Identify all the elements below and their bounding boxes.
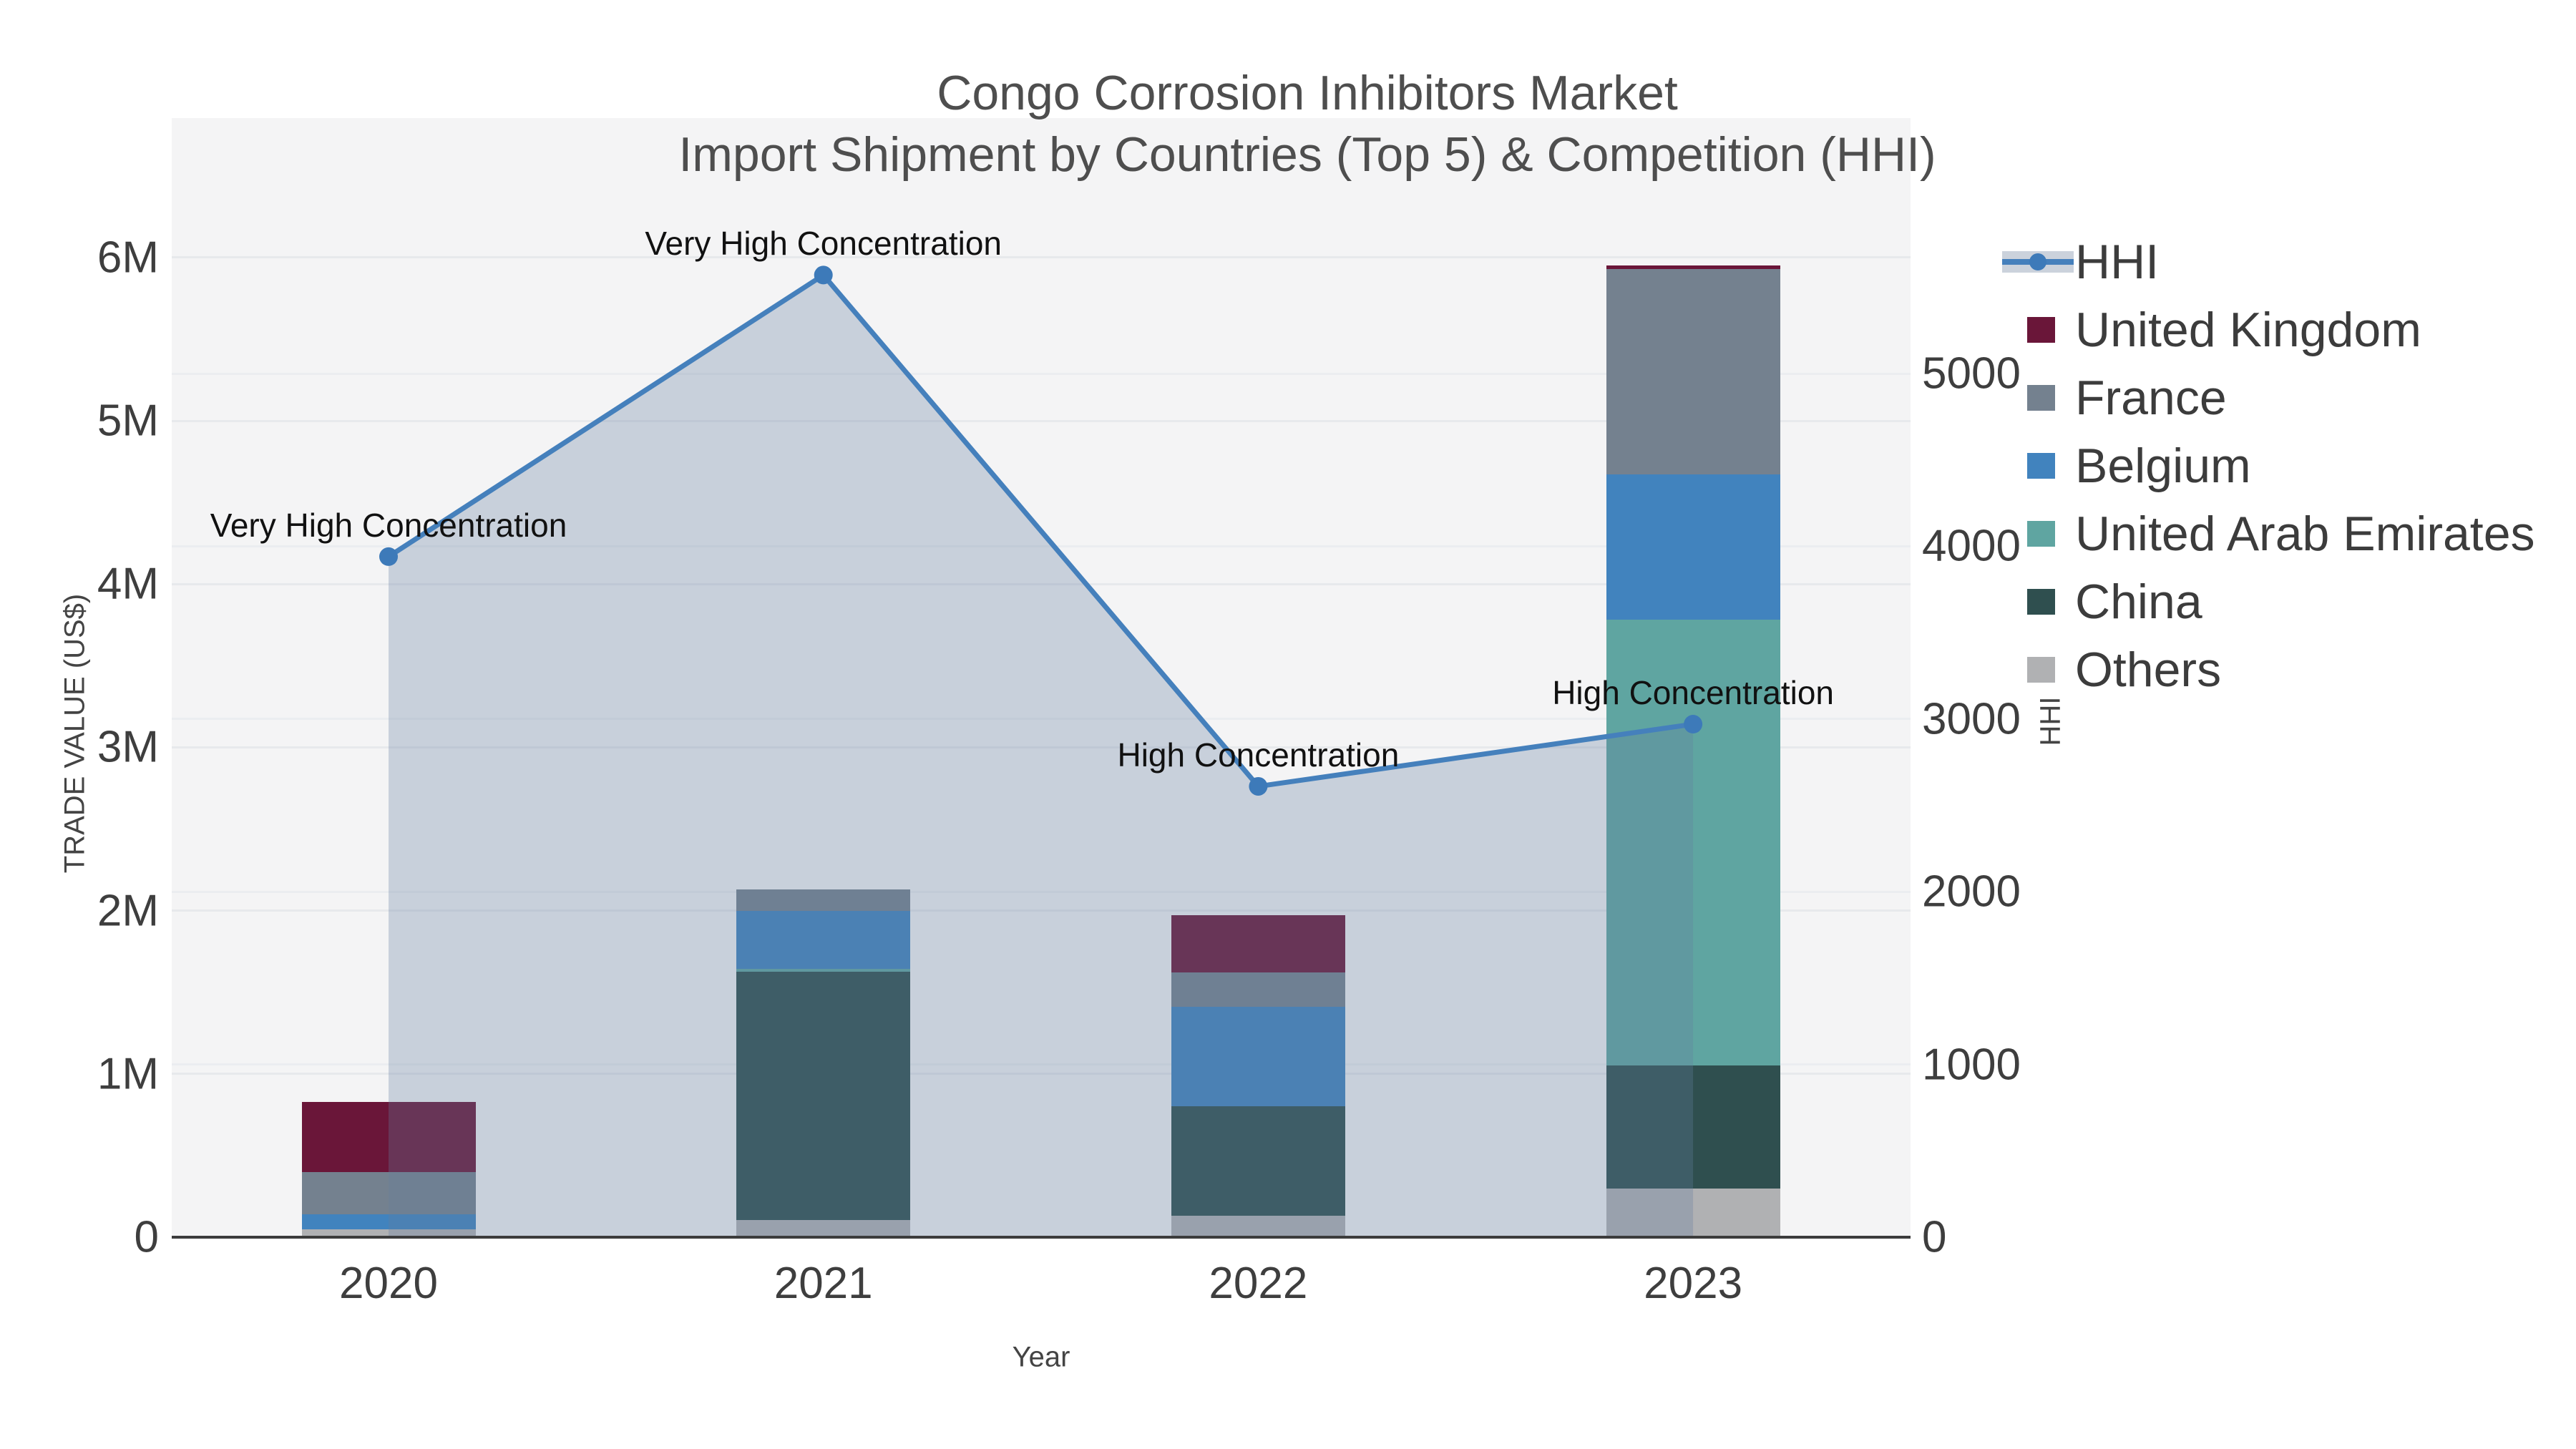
legend-item-united-kingdom[interactable]: United Kingdom xyxy=(2075,303,2421,357)
y-right-tick-3000: 3000 xyxy=(1922,694,2021,744)
x-tick-2021[interactable]: 2021 xyxy=(774,1259,873,1308)
legend-swatch-belgium xyxy=(2027,453,2055,479)
x-tick-2020[interactable]: 2020 xyxy=(339,1259,438,1308)
y-left-tick-2M: 2M xyxy=(97,886,159,936)
y-right-tick-5000: 5000 xyxy=(1922,348,2021,399)
legend-item-belgium[interactable]: Belgium xyxy=(2075,439,2251,493)
y-right-tick-2000: 2000 xyxy=(1922,867,2021,917)
x-axis-line xyxy=(172,1236,1911,1239)
bar-2023-united-kingdom[interactable] xyxy=(1606,265,1780,269)
legend-hhi-marker-swatch xyxy=(2029,253,2046,270)
annotation-2020: Very High Concentration xyxy=(210,506,567,544)
bar-2023-others[interactable] xyxy=(1606,1188,1780,1237)
annotation-2021: Very High Concentration xyxy=(645,225,1002,263)
bar-2022-united-kingdom[interactable] xyxy=(1171,915,1345,973)
bar-2020-belgium[interactable] xyxy=(301,1214,476,1229)
y-right-tick-0: 0 xyxy=(1922,1212,1947,1262)
bar-2021-france[interactable] xyxy=(736,889,911,911)
y-left-tick-1M: 1M xyxy=(97,1049,159,1099)
legend-item-others[interactable]: Others xyxy=(2075,643,2222,697)
gridline-right-1000 xyxy=(172,1063,1911,1066)
x-axis-title: Year xyxy=(1012,1341,1070,1373)
chart-title-line1: Congo Corrosion Inhibitors Market xyxy=(937,66,1678,120)
bar-2022-belgium[interactable] xyxy=(1171,1007,1345,1107)
y-right-axis-title: HHI xyxy=(2034,696,2067,746)
gridline-left-1M xyxy=(172,1073,1911,1075)
bar-2022-china[interactable] xyxy=(1171,1106,1345,1216)
bar-2020-united-kingdom[interactable] xyxy=(301,1101,476,1172)
bar-2022-france[interactable] xyxy=(1171,972,1345,1008)
y-left-axis-title: TRADE VALUE (US$) xyxy=(59,593,91,874)
bar-2021-china[interactable] xyxy=(736,972,911,1221)
bar-2020-france[interactable] xyxy=(301,1171,476,1215)
bar-2022-others[interactable] xyxy=(1171,1216,1345,1237)
bar-2023-belgium[interactable] xyxy=(1606,474,1780,620)
bar-2023-china[interactable] xyxy=(1606,1065,1780,1189)
annotation-2023: High Concentration xyxy=(1552,674,1834,712)
legend-item-united-arab-emirates[interactable]: United Arab Emirates xyxy=(2075,507,2535,561)
y-left-tick-0: 0 xyxy=(134,1212,159,1262)
y-left-tick-6M: 6M xyxy=(97,233,159,283)
bar-2021-united-arab-emirates[interactable] xyxy=(736,968,911,972)
y-left-tick-3M: 3M xyxy=(97,722,159,772)
legend-swatch-others xyxy=(2027,657,2055,683)
y-left-tick-4M: 4M xyxy=(97,559,159,609)
legend-item-france[interactable]: France xyxy=(2075,371,2227,425)
annotation-2022: High Concentration xyxy=(1117,736,1400,774)
chart-title-line2: Import Shipment by Countries (Top 5) & C… xyxy=(678,127,1936,182)
y-right-tick-1000: 1000 xyxy=(1922,1040,2021,1090)
bar-2021-others[interactable] xyxy=(736,1220,911,1237)
legend-item-hhi[interactable]: HHI xyxy=(2075,235,2160,289)
y-right-tick-4000: 4000 xyxy=(1922,521,2021,571)
legend-swatch-united-kingdom xyxy=(2027,317,2055,343)
bar-2020-others[interactable] xyxy=(301,1229,476,1237)
x-tick-2023[interactable]: 2023 xyxy=(1644,1259,1743,1308)
legend-item-china[interactable]: China xyxy=(2075,575,2202,629)
x-tick-2022[interactable]: 2022 xyxy=(1209,1259,1308,1308)
legend-swatch-united-arab-emirates xyxy=(2027,521,2055,547)
legend-swatch-china xyxy=(2027,589,2055,615)
gridline-right-2000 xyxy=(172,890,1911,893)
y-left-tick-5M: 5M xyxy=(97,396,159,446)
bar-2021-belgium[interactable] xyxy=(736,910,911,969)
bar-2023-france[interactable] xyxy=(1606,268,1780,475)
gridline-left-2M xyxy=(172,909,1911,912)
gridline-left-6M xyxy=(172,256,1911,259)
legend-swatch-france xyxy=(2027,385,2055,411)
